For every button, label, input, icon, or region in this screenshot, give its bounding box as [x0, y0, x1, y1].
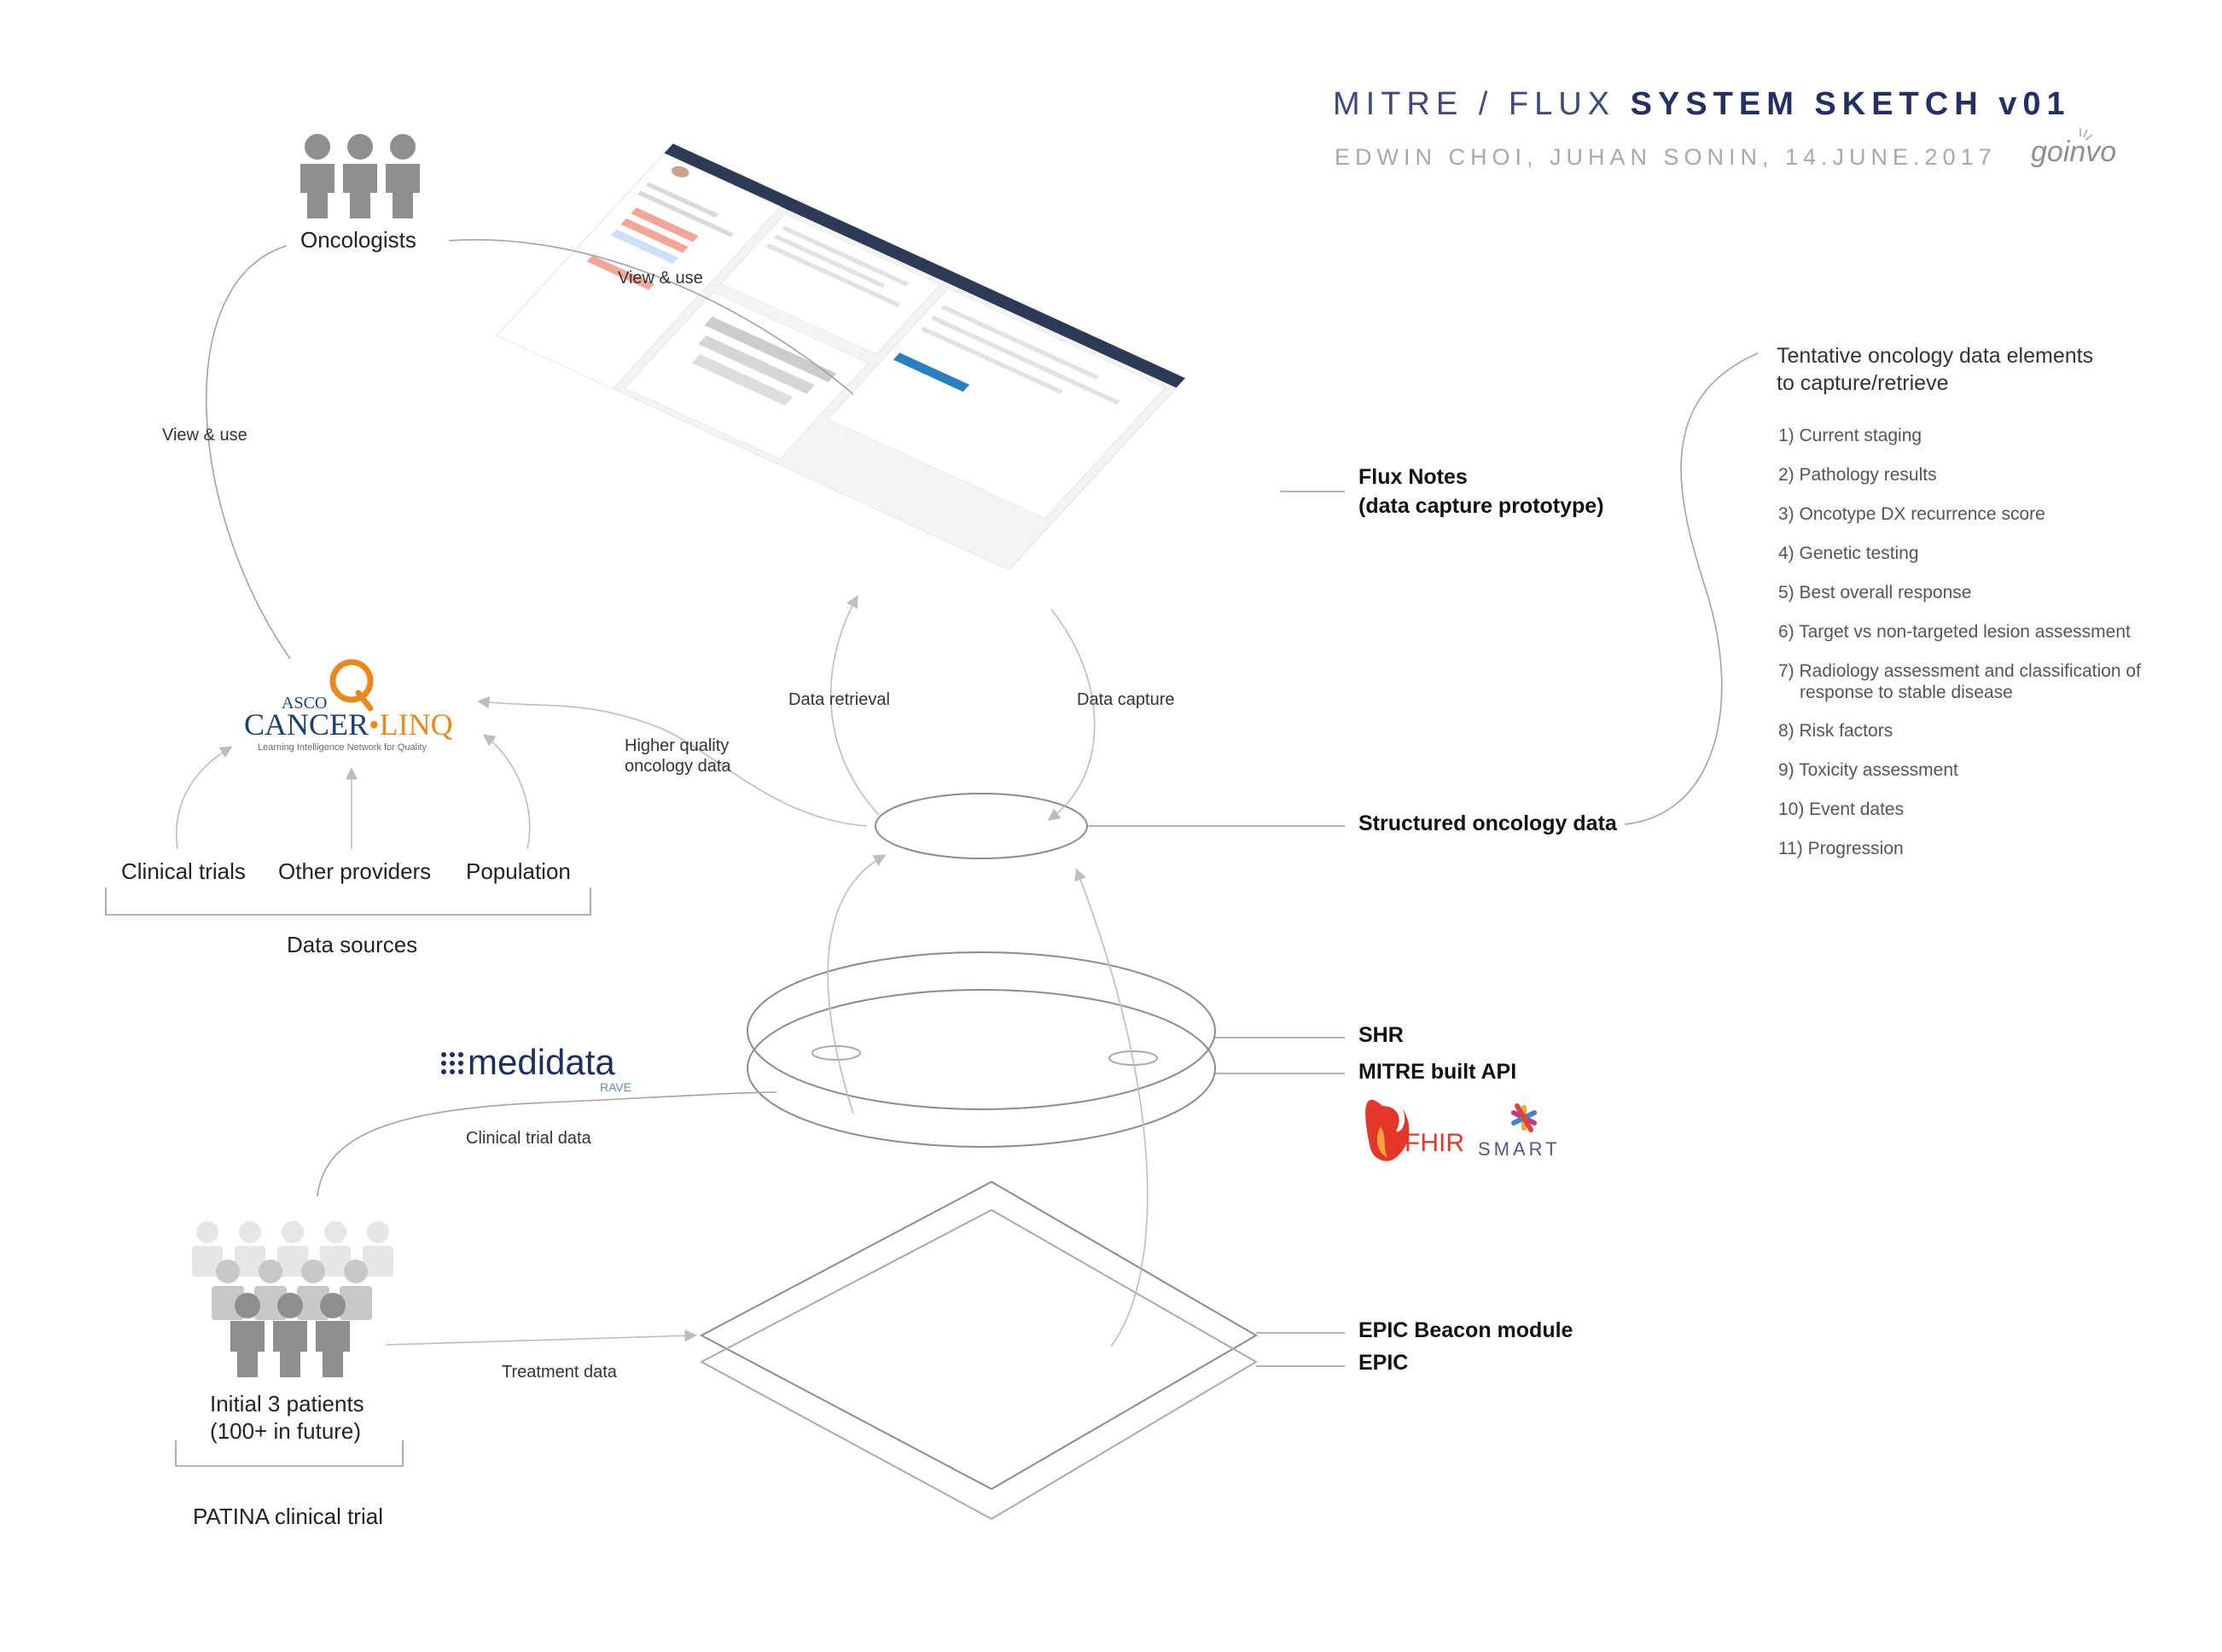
- title-strong: SYSTEM SKETCH v01: [1630, 86, 2071, 122]
- shr-label: SHR: [1358, 1023, 1404, 1047]
- element-item: 8) Risk factors: [1778, 721, 1893, 741]
- byline: EDWIN CHOI, JUHAN SONIN, 14.JUNE.2017: [1335, 144, 1997, 170]
- elements-heading-1: Tentative oncology data elements: [1777, 344, 2094, 368]
- flux-notes-label-2: (data capture prototype): [1358, 494, 1604, 518]
- edge-label-higher-quality-2: oncology data: [625, 757, 731, 776]
- element-item: 6) Target vs non-targeted lesion assessm…: [1778, 622, 2131, 642]
- element-item: 9) Toxicity assessment: [1778, 760, 1958, 780]
- cancerlinq-wordmark: CANCER•LINQ: [244, 707, 453, 742]
- mitre-api-label: MITRE built API: [1358, 1060, 1517, 1084]
- edge-clinical-trials-up: [176, 746, 233, 850]
- medidata-rave: RAVE: [600, 1080, 632, 1094]
- edge-label-view-use-left: View & use: [162, 426, 247, 445]
- goinvo-sparkle-icon: [2079, 128, 2093, 141]
- structured-data-node: [875, 793, 1088, 859]
- patients-crowd-icon: [192, 1221, 393, 1377]
- edge-oncologists-to-fluxnotes: [448, 239, 854, 395]
- edge-patients-to-shr: [317, 1091, 777, 1197]
- cancerlinq-tagline: Learning Intelligence Network for Qualit…: [258, 742, 428, 753]
- smart-asterisk-icon: [1511, 1103, 1537, 1132]
- edge-population-up: [482, 734, 531, 850]
- edge-patients-to-epic: [385, 1329, 697, 1346]
- patients-label-1: Initial 3 patients: [210, 1391, 364, 1416]
- epic-beacon-label: EPIC Beacon module: [1358, 1318, 1573, 1342]
- element-item: 1) Current staging: [1778, 426, 1922, 445]
- cancerlinq-q-mark: [329, 659, 374, 712]
- element-item: 11) Progression: [1778, 839, 1904, 858]
- edge-label-view-use-top: View & use: [618, 269, 703, 288]
- element-item: 10) Event dates: [1778, 800, 1905, 819]
- edge-data-retrieval: [829, 595, 880, 816]
- data-sources-bracket: [105, 887, 591, 916]
- patina-trial-label: PATINA clinical trial: [193, 1504, 383, 1529]
- cancerlinq-asco: ASCO: [282, 694, 328, 713]
- structured-data-label: Structured oncology data: [1358, 811, 1617, 835]
- source-other-providers: Other providers: [278, 858, 432, 884]
- fhir-logo: FHIR: [1405, 1129, 1464, 1157]
- flux-notes-label-1: Flux Notes: [1358, 465, 1468, 489]
- source-clinical-trials: Clinical trials: [121, 858, 246, 884]
- edge-label-treatment-data: Treatment data: [502, 1363, 617, 1382]
- goinvo-logo: goinvo: [2031, 136, 2117, 168]
- edge-oncologists-to-cancerlinq: [205, 245, 291, 660]
- element-item: 3) Oncotype DX recurrence score: [1778, 504, 2045, 524]
- edge-data-capture: [1047, 608, 1096, 821]
- edge-label-data-capture: Data capture: [1077, 690, 1175, 709]
- source-population: Population: [466, 858, 571, 884]
- shr-disc: [747, 951, 1216, 1148]
- element-item: 2) Pathology results: [1778, 465, 1937, 485]
- edge-epic-to-structured: [1074, 868, 1149, 1347]
- medidata-dots-icon: [441, 1052, 463, 1074]
- title-prefix: MITRE / FLUX: [1333, 86, 1616, 122]
- oncologists-icon: [300, 134, 420, 218]
- page-title: MITRE / FLUX SYSTEM SKETCH v01: [1333, 85, 2071, 125]
- edge-label-data-retrieval: Data retrieval: [788, 690, 890, 709]
- elements-heading-2: to capture/retrieve: [1777, 371, 1949, 395]
- element-item: 4) Genetic testing: [1778, 544, 1919, 563]
- edge-shr-to-structured: [827, 854, 887, 1114]
- edge-label-clinical-trial-data: Clinical trial data: [466, 1129, 591, 1148]
- element-item: 5) Best overall response: [1778, 583, 1972, 602]
- edge-elements-brace: [1624, 352, 1759, 825]
- edge-structured-to-cancerlinq: [477, 696, 868, 827]
- edge-label-higher-quality-1: Higher quality: [625, 736, 730, 755]
- medidata-logo: medidata: [468, 1042, 615, 1082]
- patients-label-2: (100+ in future): [210, 1418, 362, 1444]
- oncologists-label: Oncologists: [300, 227, 416, 253]
- cancerlinq-name-b: LINQ: [379, 707, 453, 742]
- epic-label: EPIC: [1358, 1351, 1409, 1375]
- cancerlinq-logo: ASCO CANCER•LINQ Learning Intelligence N…: [244, 657, 483, 759]
- epic-layers: [699, 1180, 1258, 1521]
- flux-notes-screenshot: [496, 143, 1186, 571]
- patients-bracket: [175, 1440, 404, 1467]
- element-item: 7) Radiology assessment and classificati…: [1778, 661, 2141, 703]
- cancerlinq-name-a: CANCER: [244, 707, 369, 742]
- fhir-flame-icon: [1365, 1099, 1410, 1161]
- data-sources-label: Data sources: [287, 932, 418, 957]
- smart-logo: SMART: [1478, 1138, 1561, 1160]
